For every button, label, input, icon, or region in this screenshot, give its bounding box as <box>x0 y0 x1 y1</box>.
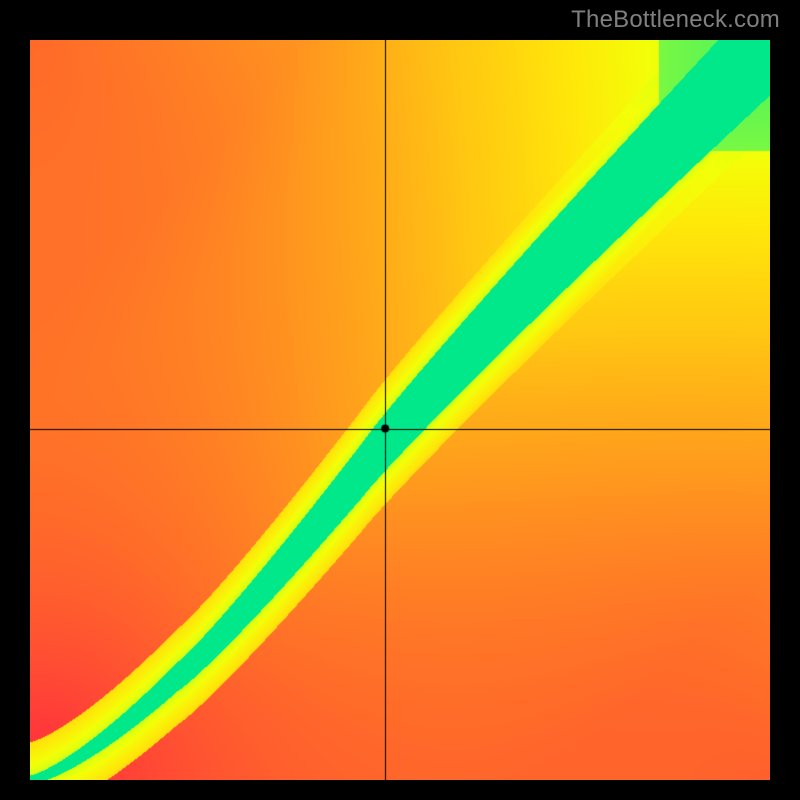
heatmap-canvas <box>30 40 770 780</box>
figure-container: TheBottleneck.com <box>0 0 800 800</box>
plot-area <box>30 40 770 780</box>
watermark-text: TheBottleneck.com <box>571 6 780 34</box>
